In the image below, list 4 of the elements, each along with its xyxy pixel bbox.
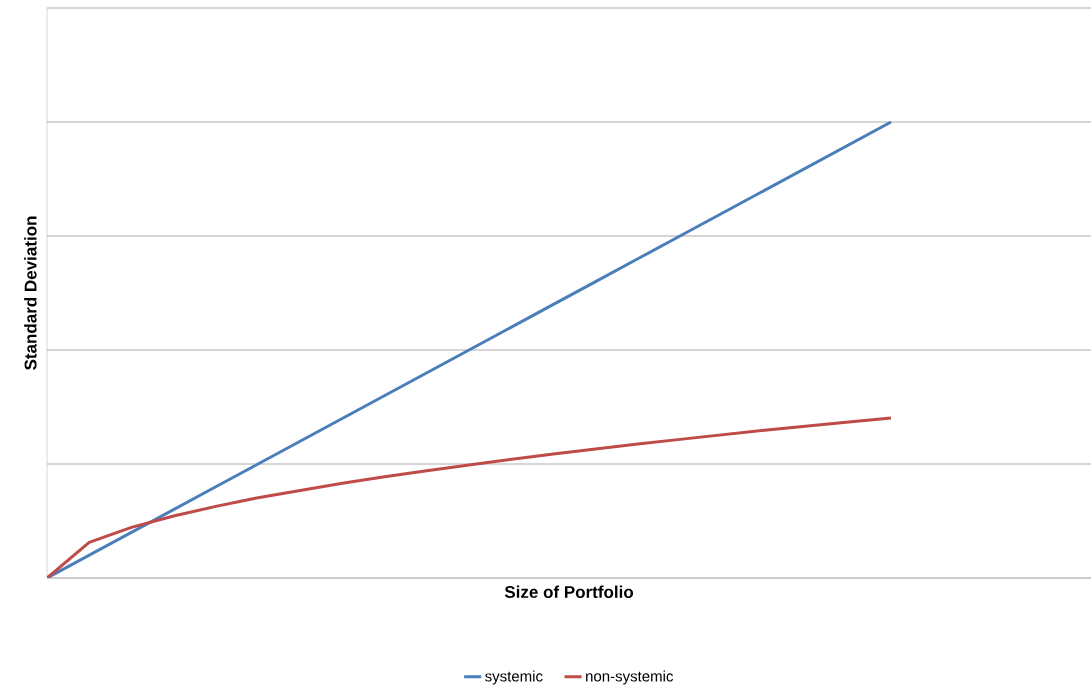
x-axis-title: Size of Portfolio [504, 585, 634, 599]
legend-label: systemic [485, 670, 543, 685]
legend-label: non-systemic [586, 670, 674, 685]
y-axis-title: Standard Deviation [24, 216, 37, 370]
